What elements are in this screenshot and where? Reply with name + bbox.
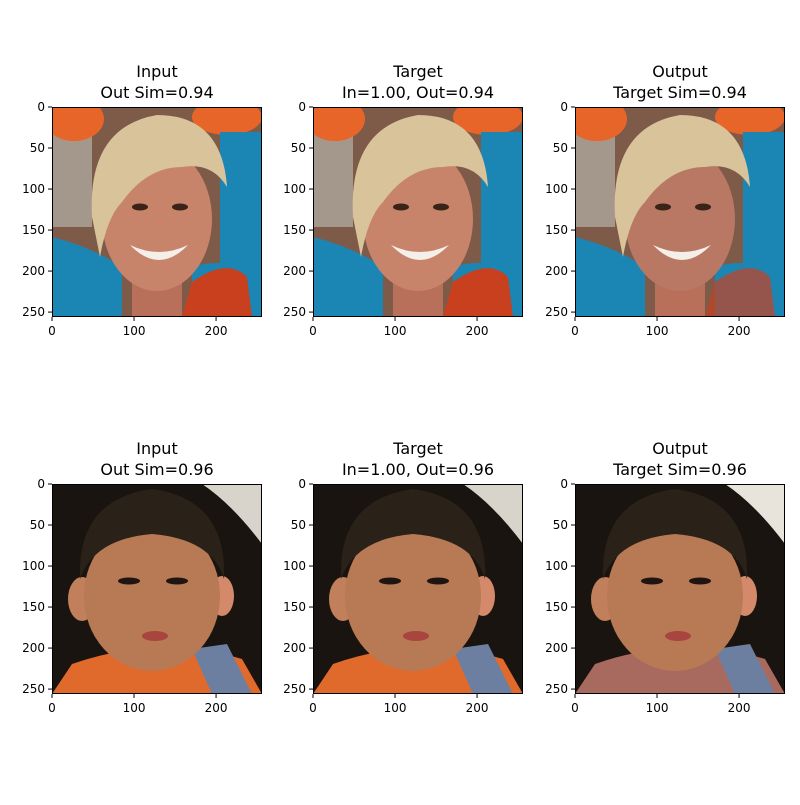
y-tick-label: 100 — [22, 559, 45, 573]
x-tick-label: 100 — [123, 701, 146, 715]
panel-1: Input Out Sim=0.94 0 100 200 0 50 100 150 200 250 — [22, 62, 262, 338]
panel-title-line1: Input — [136, 62, 177, 81]
x-tick-label: 0 — [571, 701, 579, 715]
y-tick-label: 50 — [291, 141, 306, 155]
x-tick-label: 100 — [384, 701, 407, 715]
y-tick-label: 200 — [283, 264, 306, 278]
y-tick-label: 0 — [560, 477, 568, 491]
y-tick-label: 250 — [283, 682, 306, 696]
y-tick-label: 200 — [545, 641, 568, 655]
y-tick-label: 250 — [283, 305, 306, 319]
panel-title-line1: Input — [136, 439, 177, 458]
axes-frame — [313, 107, 523, 317]
woman-photo — [575, 107, 785, 317]
y-tick-label: 250 — [22, 305, 45, 319]
x-tick-label: 0 — [48, 324, 56, 338]
x-tick-label: 100 — [123, 324, 146, 338]
panel-image — [575, 107, 785, 317]
x-tick-label: 0 — [571, 324, 579, 338]
panel-image — [52, 107, 262, 317]
y-tick-label: 100 — [283, 559, 306, 573]
x-tick-label: 0 — [309, 701, 317, 715]
axes-frame — [313, 484, 523, 694]
y-tick-label: 250 — [545, 305, 568, 319]
y-tick-label: 200 — [545, 264, 568, 278]
boy-photo — [575, 484, 785, 694]
axes-frame — [575, 107, 785, 317]
panel-title-line1: Output — [652, 62, 708, 81]
boy-photo — [52, 484, 262, 694]
panel-3: Output Target Sim=0.94 0 100 200 0 50 100 150 200… — [545, 62, 785, 338]
y-tick-label: 50 — [30, 518, 45, 532]
x-tick-label: 200 — [466, 701, 489, 715]
y-tick-label: 150 — [545, 223, 568, 237]
x-tick-label: 100 — [384, 324, 407, 338]
panel-title-line2: Target Sim=0.94 — [612, 83, 747, 102]
axes-frame — [575, 484, 785, 694]
boy-photo — [313, 484, 523, 694]
y-tick-label: 200 — [22, 264, 45, 278]
y-tick-label: 50 — [30, 141, 45, 155]
y-tick-label: 0 — [298, 100, 306, 114]
panel-2: Target In=1.00, Out=0.94 0 100 200 0 50 100 150 2… — [283, 62, 523, 338]
woman-photo — [313, 107, 523, 317]
panel-title-line2: In=1.00, Out=0.94 — [342, 83, 494, 102]
y-tick-label: 200 — [283, 641, 306, 655]
x-tick-label: 200 — [728, 701, 751, 715]
y-tick-label: 250 — [22, 682, 45, 696]
y-tick-label: 250 — [545, 682, 568, 696]
x-tick-label: 100 — [646, 324, 669, 338]
panel-image — [313, 484, 523, 694]
y-tick-label: 100 — [283, 182, 306, 196]
panel-image — [575, 484, 785, 694]
x-tick-label: 200 — [205, 701, 228, 715]
y-tick-label: 0 — [560, 100, 568, 114]
woman-photo — [52, 107, 262, 317]
panel-6: Output Target Sim=0.96 0 100 200 0 50 100 150 200… — [545, 439, 785, 715]
panel-title-line2: Out Sim=0.94 — [100, 83, 213, 102]
y-tick-label: 50 — [291, 518, 306, 532]
panel-title-line2: Out Sim=0.96 — [100, 460, 213, 479]
y-tick-label: 50 — [553, 141, 568, 155]
y-tick-label: 100 — [545, 559, 568, 573]
axes-frame — [52, 484, 262, 694]
x-tick-label: 100 — [646, 701, 669, 715]
x-tick-label: 0 — [48, 701, 56, 715]
panel-image — [313, 107, 523, 317]
panel-5: Target In=1.00, Out=0.96 0 100 200 0 50 100 150 2… — [283, 439, 523, 715]
y-tick-label: 0 — [37, 477, 45, 491]
y-tick-label: 50 — [553, 518, 568, 532]
panel-4: Input Out Sim=0.96 0 100 200 0 50 100 150 200 250 — [22, 439, 262, 715]
y-tick-label: 0 — [37, 100, 45, 114]
axes-frame — [52, 107, 262, 317]
y-tick-label: 200 — [22, 641, 45, 655]
panel-title-line1: Target — [392, 439, 443, 458]
y-tick-label: 100 — [22, 182, 45, 196]
panel-title-line1: Output — [652, 439, 708, 458]
panel-title-line2: In=1.00, Out=0.96 — [342, 460, 494, 479]
y-tick-label: 150 — [22, 600, 45, 614]
panel-image — [52, 484, 262, 694]
y-tick-label: 150 — [22, 223, 45, 237]
panel-title-line2: Target Sim=0.96 — [612, 460, 747, 479]
y-tick-label: 150 — [545, 600, 568, 614]
y-tick-label: 150 — [283, 600, 306, 614]
x-tick-label: 0 — [309, 324, 317, 338]
x-tick-label: 200 — [728, 324, 751, 338]
y-tick-label: 0 — [298, 477, 306, 491]
x-tick-label: 200 — [466, 324, 489, 338]
x-tick-label: 200 — [205, 324, 228, 338]
y-tick-label: 100 — [545, 182, 568, 196]
y-tick-label: 150 — [283, 223, 306, 237]
panel-title-line1: Target — [392, 62, 443, 81]
